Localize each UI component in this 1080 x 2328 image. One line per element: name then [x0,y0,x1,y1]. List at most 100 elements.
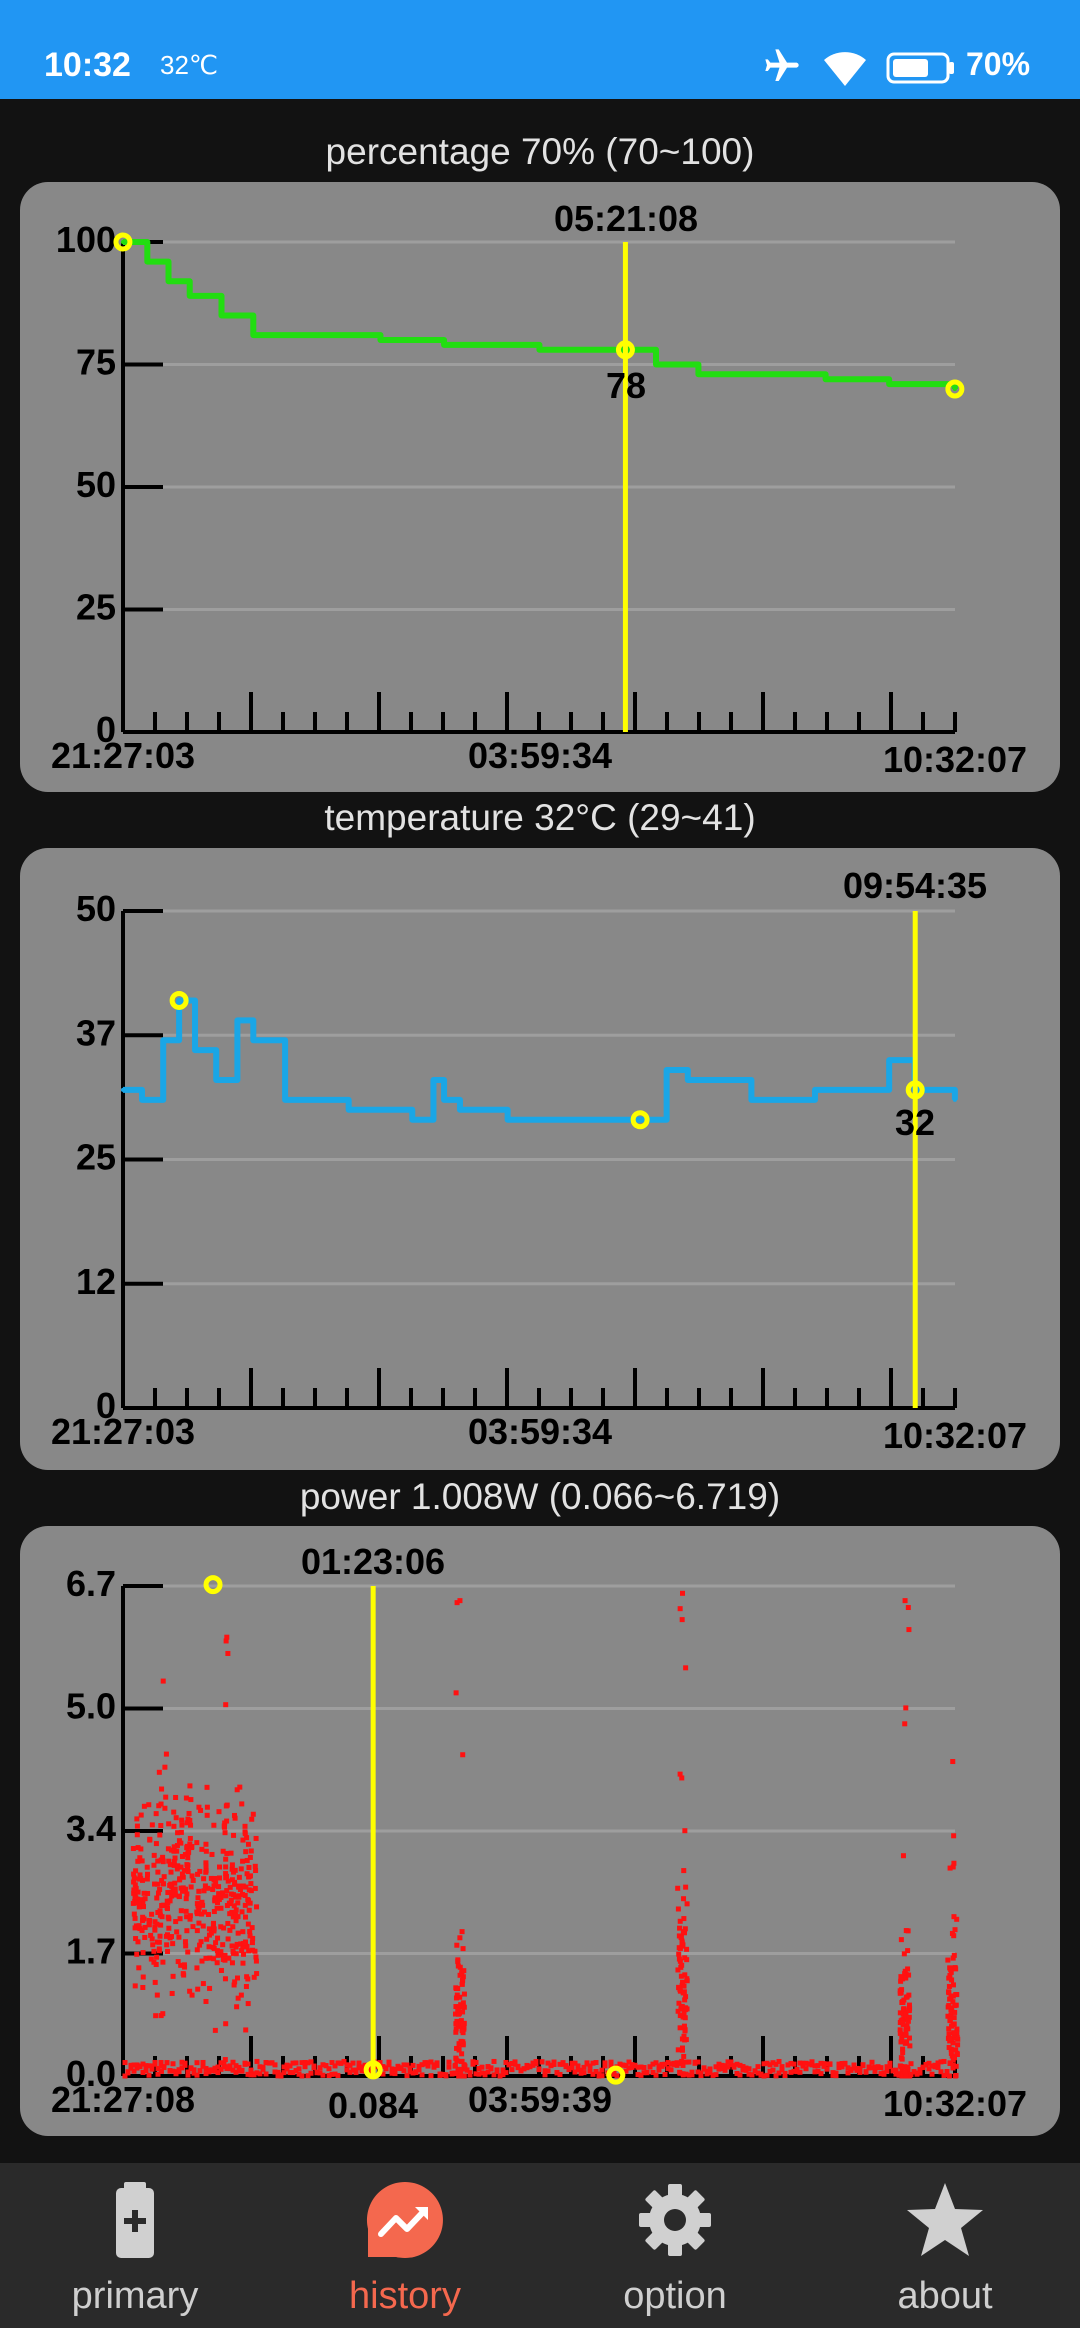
data-point [681,2033,687,2039]
data-point [638,2072,644,2078]
data-point [677,2069,683,2075]
data-point [180,1874,186,1880]
data-point [476,2071,482,2077]
nav-item-about[interactable]: about [810,2163,1080,2328]
data-point [906,2071,912,2077]
data-point [453,1995,459,2001]
data-point [389,2066,395,2072]
data-point [299,2060,305,2066]
data-point [170,1973,176,1979]
data-point [171,1844,177,1850]
data-point [205,1885,211,1891]
data-point [954,2026,960,2032]
data-point [685,1077,690,1082]
data-point [626,2065,632,2071]
data-point [179,2059,185,2065]
data-point [161,1038,166,1043]
data-point [818,2060,824,2066]
data-point [180,1885,186,1891]
percentage-chart[interactable]: 100 75 50 25 0 21:27:03 03:59:34 10:32:07 05… [20,182,1060,792]
data-point [241,1940,247,1946]
data-point [161,2065,167,2071]
data-point [872,2068,878,2074]
data-point [171,1823,177,1829]
data-point [906,1627,912,1633]
temperature-chart[interactable]: 50 37 25 12 0 21:27:03 03:59:34 10:32:07 09:… [20,848,1060,1470]
data-point [195,1871,201,1877]
data-point [572,2060,578,2066]
data-point [175,1863,181,1869]
data-point [226,1955,232,1961]
data-point [191,2070,197,2076]
data-point [903,2028,909,2034]
data-point [656,2063,662,2069]
data-point [235,1900,241,1906]
data-point [248,1881,254,1887]
data-point [674,2060,680,2066]
data-point [178,1829,184,1835]
data-point [166,1925,172,1931]
data-point [442,1097,447,1102]
data-point [650,2061,656,2067]
data-point [785,2062,791,2068]
data-point [359,2064,365,2070]
percentage-chart-panel[interactable]: 100 75 50 25 0 21:27:03 03:59:34 10:32:07 05… [20,182,1060,792]
nav-label-option: option [623,2275,727,2317]
data-point [207,1955,213,1961]
data-point [947,1973,953,1979]
data-point [216,1864,222,1870]
data-point [677,2025,683,2031]
data-point [503,2070,509,2076]
nav-item-history[interactable]: history [270,2163,540,2328]
data-point [907,2043,913,2049]
data-point [903,1705,909,1711]
data-point [228,1850,234,1856]
data-point [172,1892,178,1898]
data-point [773,2073,779,2079]
data-point [887,2064,893,2070]
data-point [898,1974,904,1980]
data-point [833,2073,839,2079]
nav-item-option[interactable]: option [540,2163,810,2328]
data-point [221,1925,227,1931]
data-point [515,2065,521,2071]
status-time: 10:32 [44,46,131,84]
data-point [195,1895,201,1901]
data-point [677,1771,683,1777]
data-point [165,1948,171,1954]
data-point [148,1932,154,1938]
data-point [575,2063,581,2069]
data-point [158,1922,164,1928]
data-point [200,1981,206,1987]
data-point [676,2000,682,2006]
data-point [899,2064,905,2070]
data-point [122,2073,128,2079]
data-point [131,1911,137,1917]
data-point [222,1820,228,1826]
data-point [175,1830,181,1836]
power-chart-panel[interactable]: 6.7 5.0 3.4 1.7 0.0 21:27:08 03:59:39 10:32:… [20,1526,1060,2136]
data-point [488,2066,494,2072]
nav-item-primary[interactable]: primary [0,2163,270,2328]
data-point [247,1929,253,1935]
temperature-chart-panel[interactable]: 50 37 25 12 0 21:27:03 03:59:34 10:32:07 09:… [20,848,1060,1470]
data-point [455,2023,461,2029]
data-point [602,2060,608,2066]
data-point [952,2073,958,2079]
data-point [183,1908,189,1914]
data-point [681,2023,687,2029]
data-point [159,1878,165,1884]
data-point [453,2055,459,2061]
data-point [135,1845,141,1851]
data-point [131,1871,137,1877]
max-marker [203,1575,223,1595]
data-point [305,2060,311,2066]
data-point [160,1854,166,1860]
data-point [148,1956,154,1962]
data-point [236,1874,242,1880]
power-chart[interactable]: 6.7 5.0 3.4 1.7 0.0 21:27:08 03:59:39 10:32:… [20,1526,1060,2136]
data-point [233,1907,239,1913]
data-point [452,2071,458,2077]
data-point [904,2039,910,2045]
data-point [181,1962,187,1968]
